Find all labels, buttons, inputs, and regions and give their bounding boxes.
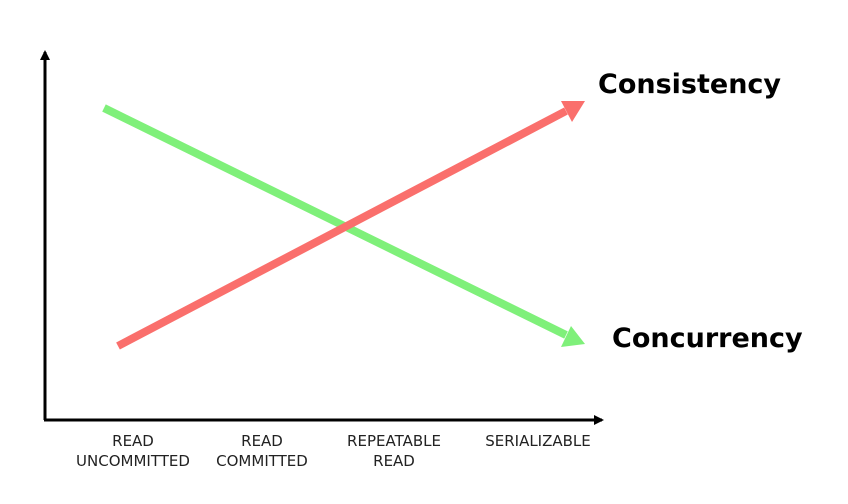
concurrency-arrowhead (561, 326, 585, 347)
category-label: REPEATABLE (347, 432, 441, 450)
consistency-arrowhead (561, 101, 585, 122)
category-label: READ (241, 432, 283, 450)
category-label: READ (112, 432, 154, 450)
category-label: COMMITTED (216, 452, 308, 470)
category-label: READ (373, 452, 415, 470)
x-categories: READ UNCOMMITTED READ COMMITTED REPEATABLE RE… (76, 432, 591, 470)
line-label: Consistency (598, 69, 781, 100)
concurrency-line (102, 104, 568, 339)
consistency-line (116, 107, 568, 350)
line-label: Concurrency (612, 323, 803, 354)
category-label: UNCOMMITTED (76, 452, 190, 470)
category-label: SERIALIZABLE (485, 432, 591, 450)
